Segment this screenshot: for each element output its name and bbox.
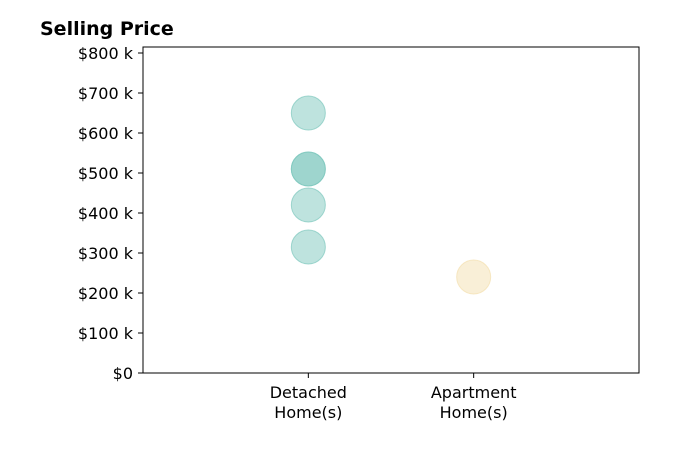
y-tick-label: $200 k [78, 284, 134, 303]
x-tick-label-line: Detached [270, 383, 347, 402]
x-tick-label-line: Home(s) [274, 403, 342, 422]
x-tick-label: Apartment Home(s) [431, 383, 517, 422]
x-tick-label-line: Home(s) [440, 403, 508, 422]
data-point [456, 259, 492, 295]
chart-title: Selling Price [40, 18, 174, 40]
x-tick-label: Detached Home(s) [270, 383, 347, 422]
y-tick-label: $400 k [78, 204, 134, 223]
y-tick-label: $600 k [78, 124, 134, 143]
y-tick-label: $0 [113, 364, 133, 383]
data-point [290, 95, 326, 131]
x-tick-label-line: Apartment [431, 383, 517, 402]
y-tick-label: $700 k [78, 84, 134, 103]
y-tick-label: $300 k [78, 244, 134, 263]
x-axis: Detached Home(s)Apartment Home(s) [270, 373, 517, 422]
y-tick-label: $800 k [78, 44, 134, 63]
y-tick-label: $100 k [78, 324, 134, 343]
data-point [290, 187, 326, 223]
data-point [290, 151, 326, 187]
data-point [290, 229, 326, 265]
y-tick-label: $500 k [78, 164, 134, 183]
y-axis: $0 $100 k $200 k $300 k $400 k $500 k $600 k $7… [78, 44, 143, 383]
data-points [290, 95, 492, 295]
plot-area-frame [142, 46, 640, 374]
